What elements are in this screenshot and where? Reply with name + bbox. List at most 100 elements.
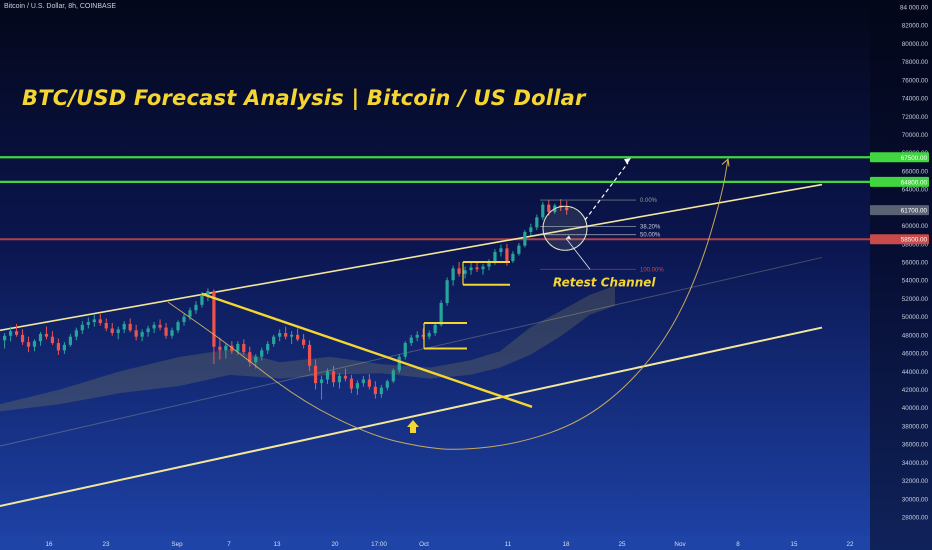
candle-body xyxy=(493,251,497,262)
candle xyxy=(475,262,479,273)
candle-body xyxy=(44,333,49,337)
price-label-text: 58500.00 xyxy=(901,237,928,244)
price-tick: 84 000.00 xyxy=(900,5,929,12)
candle-body xyxy=(463,270,467,274)
price-tick: 64000.00 xyxy=(902,187,929,194)
candle-body xyxy=(421,334,425,337)
candle-body xyxy=(379,387,383,395)
price-tick: 54000.00 xyxy=(902,278,929,285)
candle xyxy=(421,328,425,340)
candle-body xyxy=(68,336,72,345)
price-tick: 34000.00 xyxy=(902,460,929,467)
time-tick: 13 xyxy=(273,541,281,548)
candle xyxy=(517,242,521,256)
candle xyxy=(433,322,437,336)
candle xyxy=(3,333,7,349)
candle xyxy=(152,322,156,334)
candle xyxy=(361,375,365,387)
price-label-box xyxy=(870,152,929,163)
candle xyxy=(104,318,108,332)
candle xyxy=(134,324,138,341)
candle-body xyxy=(475,267,479,270)
candle-body xyxy=(110,328,114,334)
candle-body xyxy=(200,294,204,305)
candle xyxy=(272,334,276,347)
candle xyxy=(499,244,503,257)
price-tick: 50000.00 xyxy=(902,314,929,321)
candle xyxy=(170,327,174,339)
candle-body xyxy=(272,336,276,344)
candle xyxy=(403,341,407,360)
projection-arc xyxy=(167,159,729,450)
candle-body xyxy=(445,280,449,303)
candle xyxy=(248,346,252,367)
candle-body xyxy=(481,266,485,270)
candle xyxy=(176,320,180,334)
candle xyxy=(20,329,25,345)
cloud-band xyxy=(0,285,615,412)
price-tick: 66000.00 xyxy=(902,168,929,175)
candle xyxy=(523,230,527,248)
fib-level-label: 0.00% xyxy=(640,198,658,204)
candle-body xyxy=(349,378,354,389)
candle-body xyxy=(146,328,150,333)
candle-body xyxy=(92,319,96,323)
candle xyxy=(319,375,324,400)
retest-pointer xyxy=(565,238,591,270)
candle-body xyxy=(206,291,210,295)
projection-arrow xyxy=(584,162,629,221)
candle-body xyxy=(242,343,246,353)
candle-body xyxy=(307,344,312,366)
candle-body xyxy=(20,334,25,343)
candle-body xyxy=(535,217,539,228)
price-tick: 36000.00 xyxy=(902,442,929,449)
candle xyxy=(307,340,312,372)
candle-body xyxy=(331,371,336,383)
candle xyxy=(290,331,294,344)
candle xyxy=(8,326,13,342)
price-label-text: 61700.00 xyxy=(901,208,928,215)
candle-body xyxy=(529,227,533,232)
candle-body xyxy=(86,322,90,325)
candle xyxy=(481,263,485,275)
candle-body xyxy=(260,350,264,357)
candle xyxy=(242,339,246,355)
price-tick: 72000.00 xyxy=(902,114,929,121)
candle-body xyxy=(547,204,551,212)
time-tick: Sep xyxy=(171,541,183,548)
price-tick: 40000.00 xyxy=(902,405,929,412)
retest-channel-label: Retest Channel xyxy=(553,276,656,290)
candle-body xyxy=(487,262,491,267)
candle xyxy=(337,373,342,389)
chart-title: BTC/USD Forecast Analysis | Bitcoin / US… xyxy=(22,86,586,110)
candle-body xyxy=(469,267,473,271)
candle xyxy=(86,317,90,329)
candle-body xyxy=(158,324,162,328)
candle-body xyxy=(439,302,443,325)
candle-body xyxy=(511,253,515,262)
candle-body xyxy=(296,334,300,340)
drawings: 0.00% 38.20% 50.00% 100.00% Retest Channel xyxy=(167,158,730,450)
time-tick: Nov xyxy=(674,541,686,548)
candle xyxy=(212,289,216,364)
candle-body xyxy=(176,322,180,331)
price-tick: 46000.00 xyxy=(902,351,929,358)
candle-body xyxy=(194,304,198,311)
candle xyxy=(278,329,282,342)
candle xyxy=(445,277,449,306)
candle xyxy=(397,353,401,374)
time-tick: 16 xyxy=(45,541,53,548)
time-tick: 20 xyxy=(331,541,339,548)
candle-body xyxy=(248,352,252,363)
price-tick: 42000.00 xyxy=(902,387,929,394)
candle xyxy=(74,327,78,341)
time-tick: 22 xyxy=(846,541,854,548)
candle xyxy=(56,338,61,355)
candle xyxy=(128,318,132,333)
candle xyxy=(38,332,43,346)
candle xyxy=(302,333,306,349)
price-tick: 80000.00 xyxy=(902,41,929,48)
candle xyxy=(98,313,102,326)
